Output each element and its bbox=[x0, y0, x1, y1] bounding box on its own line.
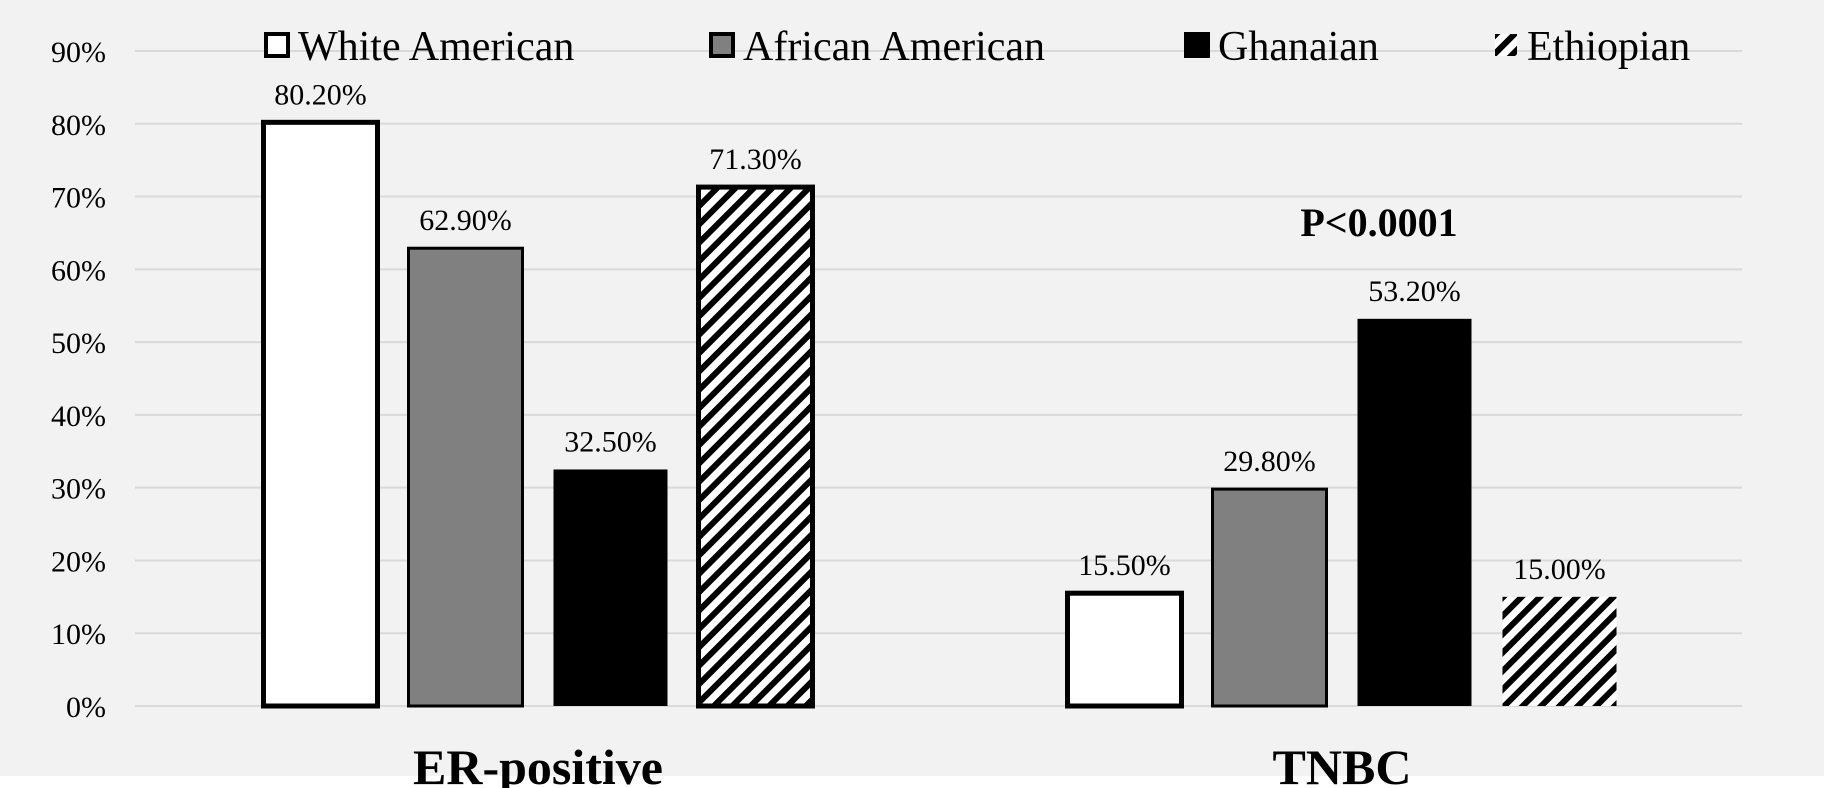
data-label: 32.50% bbox=[564, 425, 657, 458]
y-tick-label: 90% bbox=[51, 36, 106, 69]
data-label: 71.30% bbox=[709, 143, 802, 176]
y-tick-label: 20% bbox=[51, 545, 106, 578]
legend-swatch bbox=[709, 32, 735, 58]
data-label: 62.90% bbox=[419, 204, 512, 237]
y-tick-label: 60% bbox=[51, 254, 106, 287]
bar bbox=[1357, 318, 1472, 706]
bottom-strip bbox=[0, 776, 1824, 788]
bar bbox=[1065, 590, 1184, 709]
data-labels: 80.20% 15.50% 62.90% 29.80% 32.50% 53.20% 71.3… bbox=[274, 78, 1606, 586]
y-tick-label: 70% bbox=[51, 182, 106, 215]
legend: White American African American Ghanaian Et… bbox=[264, 24, 1690, 70]
data-label: 15.50% bbox=[1078, 549, 1171, 582]
bar bbox=[696, 184, 815, 709]
legend-swatch bbox=[1184, 32, 1210, 58]
bar bbox=[261, 119, 380, 709]
p-value-annotation: P<0.0001 bbox=[1300, 200, 1457, 245]
y-tick-label: 80% bbox=[51, 109, 106, 142]
legend-label: Ghanaian bbox=[1218, 24, 1379, 70]
y-axis-tick-labels: 0% 10% 20% 30% 40% 50% 60% 70% 80% 90% bbox=[51, 36, 106, 724]
legend-swatch bbox=[1495, 34, 1517, 56]
x-category-label: ER-positive bbox=[413, 739, 663, 788]
bar bbox=[1211, 487, 1328, 708]
y-tick-label: 40% bbox=[51, 400, 106, 433]
bar bbox=[553, 469, 668, 706]
y-tick-label: 10% bbox=[51, 618, 106, 651]
bars bbox=[261, 119, 1617, 709]
data-label: 15.00% bbox=[1513, 553, 1606, 586]
legend-label: White American bbox=[298, 24, 574, 70]
bar bbox=[1502, 596, 1617, 706]
bar bbox=[407, 246, 524, 708]
y-tick-label: 50% bbox=[51, 327, 106, 360]
legend-label: African American bbox=[743, 24, 1045, 70]
legend-label: Ethiopian bbox=[1527, 24, 1690, 70]
gridlines bbox=[135, 50, 1742, 707]
data-label: 29.80% bbox=[1223, 445, 1316, 478]
legend-swatch bbox=[264, 32, 290, 58]
x-axis-category-labels: ER-positive TNBC bbox=[413, 739, 1411, 788]
data-label: 53.20% bbox=[1368, 275, 1461, 308]
y-tick-label: 0% bbox=[66, 691, 106, 724]
y-tick-label: 30% bbox=[51, 473, 106, 506]
data-label: 80.20% bbox=[274, 78, 367, 111]
x-category-label: TNBC bbox=[1273, 739, 1412, 788]
